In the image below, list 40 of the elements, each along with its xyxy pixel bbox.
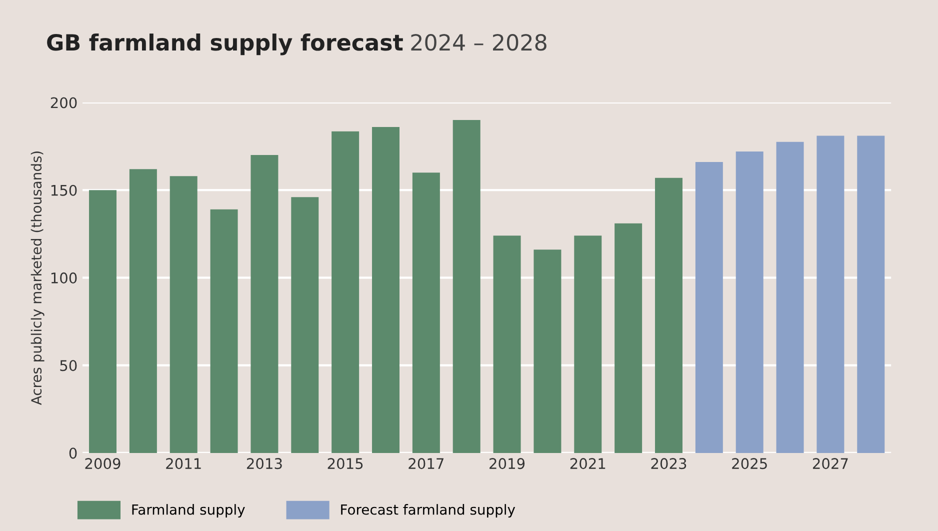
chart-title: GB farmland supply forecast bbox=[47, 34, 403, 56]
y-axis-title: Acres publicly marketed (thousands) bbox=[30, 152, 44, 406]
bar bbox=[89, 190, 117, 453]
bar bbox=[857, 136, 885, 453]
chart-subtitle: 2024 – 2028 bbox=[411, 34, 546, 51]
x-tick-label: 2015 bbox=[328, 458, 363, 470]
legend-label: Forecast farmland supply bbox=[341, 504, 516, 518]
bar bbox=[452, 120, 480, 453]
bar bbox=[493, 236, 521, 453]
y-tick-label: 200 bbox=[50, 97, 77, 108]
bar bbox=[291, 197, 319, 453]
x-tick-label: 2009 bbox=[85, 458, 120, 470]
y-tick-label: 100 bbox=[51, 272, 77, 284]
bar bbox=[614, 223, 642, 453]
y-tick-label: 50 bbox=[60, 360, 77, 372]
bar bbox=[776, 142, 804, 453]
bar bbox=[736, 152, 764, 453]
bar bbox=[129, 169, 157, 453]
x-tick-label: 2025 bbox=[732, 458, 767, 470]
bar bbox=[534, 250, 562, 453]
y-tick-label: 0 bbox=[69, 448, 77, 459]
bar bbox=[372, 127, 400, 453]
x-tick-label: 2027 bbox=[812, 458, 848, 470]
bar bbox=[695, 162, 723, 453]
bar bbox=[655, 178, 682, 453]
x-tick-label: 2013 bbox=[246, 458, 282, 470]
x-tick-label: 2011 bbox=[166, 458, 201, 470]
bar bbox=[250, 155, 278, 453]
y-tick-label: 150 bbox=[51, 184, 77, 196]
x-tick-label: 2019 bbox=[490, 458, 525, 470]
x-tick-label: 2017 bbox=[408, 458, 444, 470]
bar bbox=[816, 136, 844, 453]
bar bbox=[574, 236, 602, 453]
legend-label: Farmland supply bbox=[132, 504, 245, 518]
x-tick-label: 2023 bbox=[651, 458, 686, 470]
bar bbox=[332, 131, 360, 453]
bar bbox=[412, 172, 440, 453]
x-tick-label: 2021 bbox=[570, 458, 606, 470]
bar bbox=[170, 176, 198, 453]
bar bbox=[210, 209, 238, 453]
